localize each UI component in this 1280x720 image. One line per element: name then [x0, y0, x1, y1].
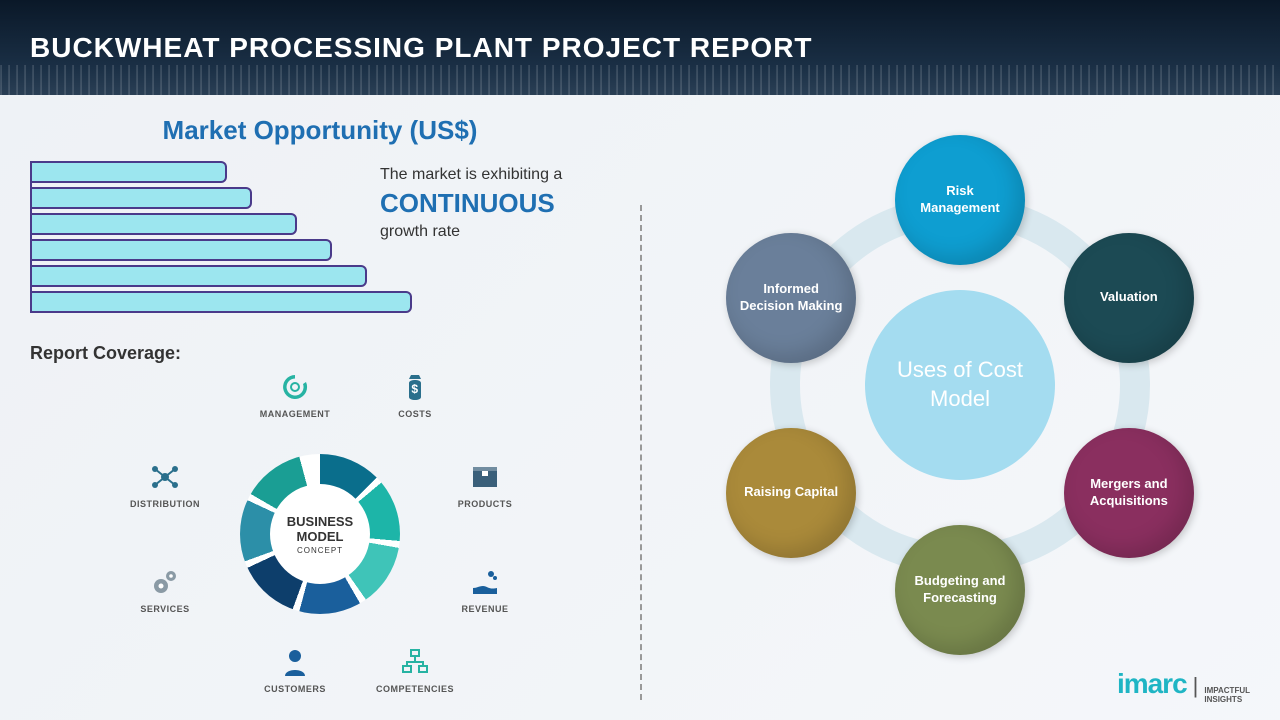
growth-intro: The market is exhibiting a [380, 166, 562, 183]
chart-bar [32, 265, 367, 287]
cycle-icon [277, 369, 313, 405]
logo-sub-text: IMPACTFUL INSIGHTS [1204, 687, 1250, 705]
bm-item-products: PRODUCTS [450, 459, 520, 509]
report-coverage-label: Report Coverage: [30, 343, 610, 364]
market-opportunity-title: Market Opportunity (US$) [30, 115, 610, 146]
radial-node: Risk Management [895, 135, 1025, 265]
business-model-ring: BUSINESS MODEL CONCEPT [240, 454, 400, 614]
chart-bar [32, 213, 297, 235]
box-icon [467, 459, 503, 495]
left-panel: Market Opportunity (US$) The market is e… [0, 95, 640, 720]
radial-node: Informed Decision Making [726, 233, 856, 363]
right-panel: Uses of Cost Model Risk Management Valuat… [640, 95, 1280, 720]
header-banner: BUCKWHEAT PROCESSING PLANT PROJECT REPOR… [0, 0, 1280, 95]
chart-bar [32, 291, 412, 313]
bm-item-competencies: COMPETENCIES [380, 644, 450, 694]
imarc-logo: imarc | IMPACTFUL INSIGHTS [1117, 668, 1250, 705]
main-content: Market Opportunity (US$) The market is e… [0, 95, 1280, 720]
bm-item-revenue: REVENUE [450, 564, 520, 614]
hand-icon [467, 564, 503, 600]
chart-bar [32, 187, 252, 209]
radial-node: Raising Capital [726, 428, 856, 558]
market-bar-chart: The market is exhibiting a CONTINUOUS gr… [30, 161, 610, 313]
business-model-diagram: BUSINESS MODEL CONCEPT MANAGEMENT$COSTSP… [110, 374, 530, 694]
org-icon [397, 644, 433, 680]
chart-bar [32, 239, 332, 261]
chart-bar [32, 161, 227, 183]
business-model-center: BUSINESS MODEL CONCEPT [240, 454, 400, 614]
bm-item-distribution: DISTRIBUTION [130, 459, 200, 509]
person-icon [277, 644, 313, 680]
radial-node: Mergers and Acquisitions [1064, 428, 1194, 558]
growth-suffix: growth rate [380, 223, 460, 240]
radial-node: Budgeting and Forecasting [895, 525, 1025, 655]
growth-text-block: The market is exhibiting a CONTINUOUS gr… [380, 166, 640, 241]
bm-item-management: MANAGEMENT [260, 369, 330, 419]
bm-item-costs: $COSTS [380, 369, 450, 419]
bm-item-customers: CUSTOMERS [260, 644, 330, 694]
radial-node: Valuation [1064, 233, 1194, 363]
gears-icon [147, 564, 183, 600]
page-title: BUCKWHEAT PROCESSING PLANT PROJECT REPOR… [30, 32, 813, 64]
money-icon: $ [397, 369, 433, 405]
growth-word: CONTINUOUS [380, 188, 640, 219]
radial-center-label: Uses of Cost Model [865, 290, 1055, 480]
svg-text:$: $ [411, 382, 418, 396]
logo-main-text: imarc [1117, 668, 1187, 700]
bm-item-services: SERVICES [130, 564, 200, 614]
network-icon [147, 459, 183, 495]
business-model-inner-label: BUSINESS MODEL CONCEPT [270, 484, 370, 584]
cost-model-radial: Uses of Cost Model Risk Management Valuat… [680, 115, 1240, 655]
